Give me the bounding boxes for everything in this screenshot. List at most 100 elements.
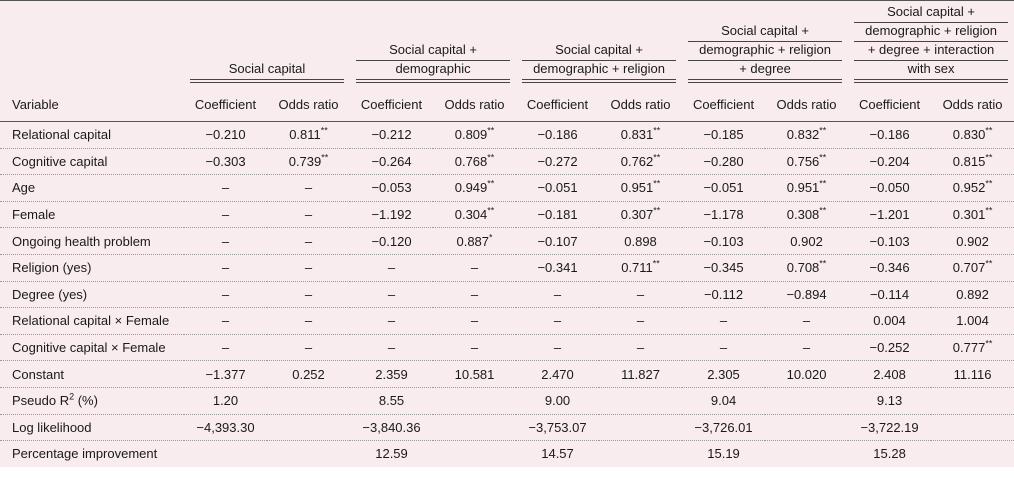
- superscript: **: [819, 179, 827, 190]
- group-title-line: + degree: [688, 61, 843, 80]
- cell: [267, 414, 351, 442]
- superscript: **: [985, 338, 993, 349]
- superscript: **: [985, 152, 993, 163]
- cell: –: [267, 227, 351, 255]
- cell-text: 0.756: [786, 153, 820, 169]
- group-title-line: Social capital +: [688, 23, 843, 42]
- cell: [433, 414, 517, 442]
- row-label: Ongoing health problem: [0, 227, 184, 255]
- cell: 11.827: [599, 360, 683, 388]
- cell: −0.280: [682, 148, 766, 176]
- group-header: Social capital: [184, 1, 350, 88]
- cell: –: [599, 281, 683, 309]
- column-header: Coefficient: [516, 87, 600, 122]
- cell: [765, 441, 848, 467]
- cell: –: [267, 307, 351, 335]
- column-header: Coefficient: [184, 87, 267, 122]
- cell: [931, 441, 1014, 467]
- row-label: Cognitive capital × Female: [0, 334, 184, 362]
- cell: [931, 414, 1014, 442]
- cell-text: 0.711: [621, 260, 653, 276]
- cell: [267, 441, 350, 467]
- cell: −3,753.07: [516, 414, 600, 442]
- cell: −0.186: [516, 121, 600, 149]
- cell: [267, 387, 351, 415]
- table-row: Age – – −0.053 0.949** −0.051 0.951** −0.051 0.9…: [0, 174, 1014, 202]
- table-row: Cognitive capital × Female – – – – – – – – −0.252…: [0, 334, 1014, 362]
- group-title-line: demographic: [356, 61, 511, 80]
- cell: 12.59: [375, 446, 408, 462]
- group-title-line: Social capital +: [854, 4, 1009, 23]
- cell: 0.815**: [931, 148, 1014, 176]
- cell: 0.252: [267, 360, 351, 388]
- cell: −0.186: [848, 121, 932, 149]
- cell: 0.951**: [599, 174, 683, 202]
- cell: −0.050: [848, 174, 932, 202]
- cell: –: [184, 227, 267, 255]
- column-header: Coefficient: [848, 87, 932, 122]
- superscript: **: [819, 125, 827, 136]
- cell: –: [516, 334, 600, 362]
- cell: −0.346: [848, 254, 932, 282]
- cell: −0.210: [184, 121, 267, 149]
- cell: 0.762**: [599, 148, 683, 176]
- cell: 0.809**: [433, 121, 517, 149]
- group-title-line: Social capital: [190, 61, 345, 80]
- cell: 0.004: [848, 307, 932, 335]
- cell: 0.777**: [931, 334, 1014, 362]
- superscript: **: [487, 125, 495, 136]
- column-header: Odds ratio: [599, 87, 683, 122]
- cell: 15.28: [873, 446, 906, 462]
- cell: 0.307**: [599, 201, 683, 229]
- cell: −3,726.01: [682, 414, 766, 442]
- cell-text: 0.809: [454, 127, 488, 143]
- cell: −0.341: [516, 254, 600, 282]
- cell-text: 0.815: [952, 153, 986, 169]
- cell: [184, 441, 267, 467]
- cell-text: 0.831: [620, 127, 654, 143]
- cell: −0.181: [516, 201, 600, 229]
- superscript: **: [653, 179, 661, 190]
- cell: –: [433, 281, 517, 309]
- cell: –: [267, 174, 351, 202]
- column-header: Odds ratio: [931, 87, 1014, 122]
- column-header: Odds ratio: [267, 87, 351, 122]
- group-title: Social capital + demographic: [356, 42, 511, 83]
- cell: −0.894: [765, 281, 849, 309]
- cell: −1.192: [350, 201, 434, 229]
- group-title-line: demographic + religion: [688, 42, 843, 61]
- table-row: Log likelihood −4,393.30 −3,840.36 −3,753.0…: [0, 414, 1014, 442]
- cell-text: 0.307: [620, 207, 654, 223]
- cell: −0.103: [682, 227, 766, 255]
- group-title: Social capital: [190, 61, 345, 83]
- cell: –: [267, 201, 351, 229]
- cell: 0.831**: [599, 121, 683, 149]
- column-header: Coefficient: [350, 87, 434, 122]
- table-row: Religion (yes) – – – – −0.341 0.711** −0.345 0.7…: [0, 254, 1014, 282]
- cell: 0.902: [931, 227, 1014, 255]
- group-title-line: Social capital +: [522, 42, 677, 61]
- cell: −0.114: [848, 281, 932, 309]
- cell: 0.711**: [599, 254, 683, 282]
- cell: –: [267, 281, 351, 309]
- cell: [765, 414, 849, 442]
- blank: [0, 1, 184, 88]
- cell: –: [350, 307, 434, 335]
- cell-text: 0.739: [288, 153, 322, 169]
- cell: –: [267, 334, 351, 362]
- cell-text: 0.887: [456, 233, 490, 249]
- cell: −1.201: [848, 201, 932, 229]
- cell: –: [350, 254, 434, 282]
- group-header: Social capital + demographic: [350, 1, 516, 88]
- superscript: **: [487, 179, 495, 190]
- table-row: Pseudo R2 (%) 1.20 8.55 9.00 9.04 9.13: [0, 387, 1014, 415]
- cell: [599, 414, 683, 442]
- cell: −3,722.19: [848, 414, 932, 442]
- cell: –: [433, 307, 517, 335]
- cell-text: 0.707: [952, 260, 986, 276]
- superscript: *: [489, 232, 493, 243]
- group-title-line: demographic + religion: [522, 61, 677, 80]
- row-label: Pseudo R2 (%): [0, 387, 184, 415]
- cell: –: [599, 307, 683, 335]
